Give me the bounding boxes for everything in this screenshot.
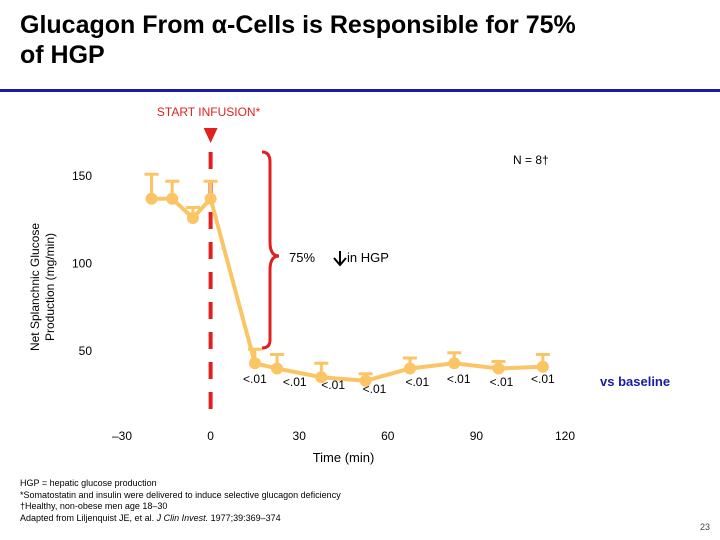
infusion-marker-icon <box>203 128 218 143</box>
p-value-label: <.01 <box>243 372 267 386</box>
p-value-label: <.01 <box>447 372 471 386</box>
data-point <box>204 192 217 205</box>
data-point <box>248 357 261 370</box>
reduction-percent-label: 75% <box>289 250 315 265</box>
title-line-2: of HGP <box>20 41 105 69</box>
footnote-3: †Healthy, non-obese men age 18–30 <box>20 501 168 511</box>
data-point <box>186 212 199 224</box>
citation-journal: J Clin Invest. <box>156 512 209 523</box>
data-point <box>448 357 461 370</box>
data-point <box>359 374 372 387</box>
data-point <box>536 360 549 373</box>
x-tick-label: 0 <box>207 429 214 443</box>
x-tick-label: 120 <box>555 429 575 443</box>
start-infusion-label: START INFUSION* <box>157 105 261 119</box>
footnote-1: HGP = hepatic glucose production <box>20 478 157 488</box>
p-value-label: <.01 <box>283 375 307 389</box>
title-rule <box>0 89 720 92</box>
y-tick-label: 100 <box>72 257 92 271</box>
data-point <box>166 192 179 205</box>
n-label: N = 8† <box>513 153 549 167</box>
data-point <box>403 362 416 375</box>
down-arrow-icon <box>333 251 347 267</box>
p-value-label: <.01 <box>490 375 514 389</box>
p-value-label: <.01 <box>363 382 387 396</box>
x-tick-label: –30 <box>112 429 132 443</box>
y-axis-title-line-2: Production (mg/min) <box>43 233 57 341</box>
reduction-brace <box>261 150 280 350</box>
y-axis-title-line-1: Net Splanchnic Glucose <box>28 223 42 351</box>
page-number: 23 <box>699 522 710 532</box>
footnote-2: *Somatostatin and insulin were delivered… <box>20 489 341 500</box>
p-value-label: <.01 <box>531 372 555 386</box>
data-point <box>492 362 505 375</box>
citation-authors: Adapted from Liljenquist JE, et al. <box>20 512 157 523</box>
reduction-suffix-label: in HGP <box>347 250 389 265</box>
x-tick-label: 60 <box>381 429 395 443</box>
y-tick-label: 150 <box>72 169 92 183</box>
title-line-1: Glucagon From α-Cells is Responsible for… <box>20 11 576 39</box>
data-point <box>315 371 328 384</box>
y-tick-label: 50 <box>79 344 93 358</box>
footnote-4: Adapted from Liljenquist JE, et al. J Cl… <box>20 513 341 525</box>
x-axis-title: Time (min) <box>313 450 375 465</box>
citation-details: 1977;39:369–374 <box>208 512 281 523</box>
data-point <box>271 362 284 375</box>
x-tick-label: 30 <box>293 429 307 443</box>
x-tick-label: 90 <box>470 429 484 443</box>
slide-title: Glucagon From α-Cells is Responsible for… <box>20 10 680 70</box>
vs-baseline-label: vs baseline <box>600 374 670 389</box>
data-point <box>145 192 158 205</box>
p-value-label: <.01 <box>321 378 345 392</box>
footnotes: HGP = hepatic glucose production *Somato… <box>20 478 341 524</box>
p-value-label: <.01 <box>405 375 429 389</box>
